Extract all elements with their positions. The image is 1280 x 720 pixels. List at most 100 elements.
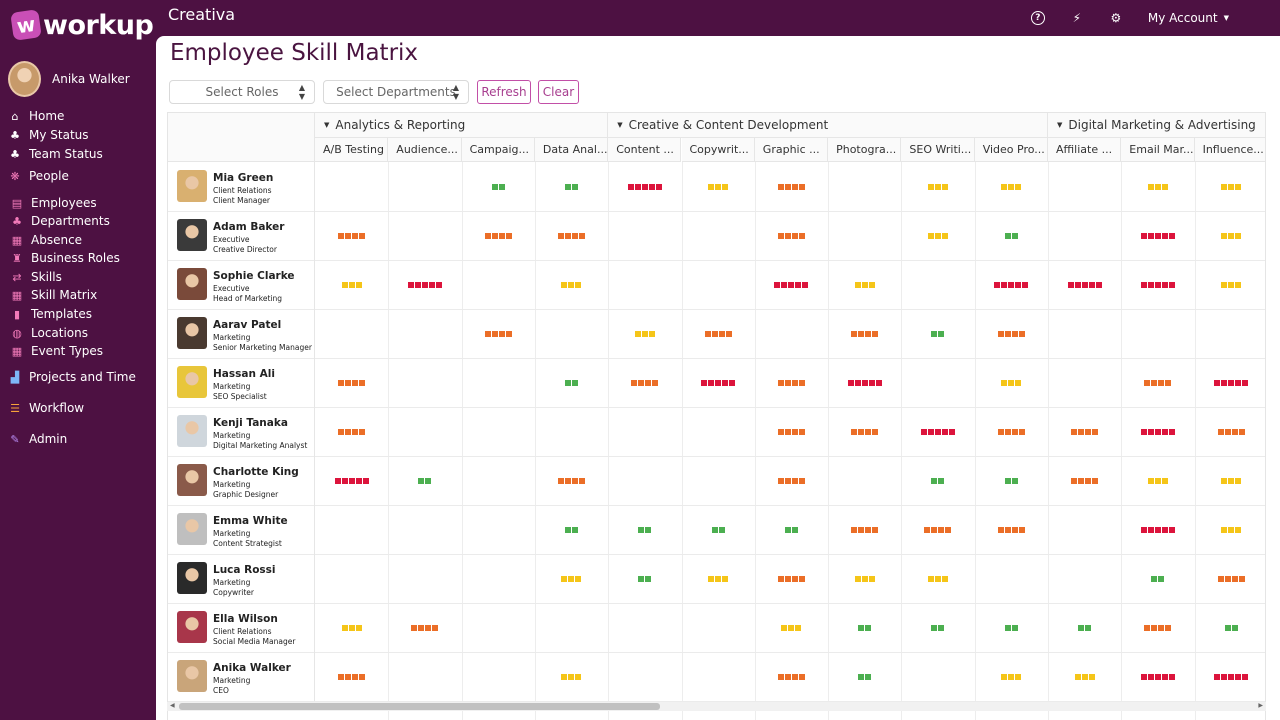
skill-cell[interactable] [1121, 309, 1194, 358]
lightning-icon[interactable]: ⚡ [1072, 11, 1082, 25]
skill-cell[interactable] [1048, 603, 1121, 652]
column-header[interactable]: Copywrit... [681, 138, 755, 162]
scroll-right-icon[interactable]: ▶ [1258, 702, 1263, 709]
skill-cell[interactable] [315, 309, 388, 358]
column-header[interactable]: Data Anal... [534, 138, 609, 162]
column-header[interactable]: Influence... [1194, 138, 1265, 162]
employee-cell[interactable]: Emma White Marketing Content Strategist [168, 505, 315, 554]
sidebar-item-skill-matrix[interactable]: ▦ Skill Matrix [10, 288, 97, 302]
skill-cell[interactable] [535, 505, 608, 554]
group-header-analytics-reporting[interactable]: ▼ Analytics & Reporting [315, 113, 609, 138]
skill-cell[interactable] [901, 358, 974, 407]
skill-cell[interactable] [535, 603, 608, 652]
skill-cell[interactable] [608, 211, 681, 260]
skill-cell[interactable] [388, 603, 461, 652]
employee-cell[interactable]: Aarav Patel Marketing Senior Marketing Man… [168, 309, 315, 358]
employee-cell[interactable]: Luca Rossi Marketing Copywriter [168, 554, 315, 603]
skill-cell[interactable] [975, 309, 1048, 358]
scrollbar-thumb[interactable] [179, 703, 660, 710]
employee-name[interactable]: Anika Walker [213, 662, 291, 674]
skill-cell[interactable] [388, 652, 461, 701]
skill-cell[interactable] [975, 162, 1048, 211]
skill-cell[interactable] [901, 260, 974, 309]
skill-cell[interactable] [828, 456, 901, 505]
skill-cell[interactable] [1048, 407, 1121, 456]
skill-cell[interactable] [1195, 456, 1265, 505]
column-header[interactable]: Graphic ... [754, 138, 829, 162]
skill-cell[interactable] [1121, 211, 1194, 260]
skill-cell[interactable] [901, 603, 974, 652]
employee-name[interactable]: Mia Green [213, 172, 274, 184]
refresh-button[interactable]: Refresh [477, 80, 531, 104]
skill-cell[interactable] [828, 162, 901, 211]
sidebar-item-workflow[interactable]: ☰ Workflow [8, 401, 84, 415]
skill-cell[interactable] [1048, 309, 1121, 358]
skill-cell[interactable] [755, 554, 828, 603]
skill-cell[interactable] [315, 603, 388, 652]
skill-cell[interactable] [682, 652, 755, 701]
skill-cell[interactable] [1195, 358, 1265, 407]
skill-cell[interactable] [901, 505, 974, 554]
employee-name[interactable]: Emma White [213, 515, 288, 527]
skill-cell[interactable] [1195, 603, 1265, 652]
column-header[interactable]: Video Pro... [974, 138, 1048, 162]
help-icon[interactable]: ? [1030, 11, 1045, 25]
skill-cell[interactable] [462, 456, 535, 505]
skill-cell[interactable] [682, 309, 755, 358]
skill-cell[interactable] [608, 162, 681, 211]
skill-cell[interactable] [682, 456, 755, 505]
horizontal-scrollbar[interactable]: ◀ ▶ [167, 702, 1266, 711]
skill-cell[interactable] [682, 407, 755, 456]
skill-cell[interactable] [608, 505, 681, 554]
skill-cell[interactable] [608, 407, 681, 456]
employee-cell[interactable]: Anika Walker Marketing CEO [168, 652, 315, 701]
skill-cell[interactable] [388, 505, 461, 554]
skill-cell[interactable] [828, 211, 901, 260]
skill-cell[interactable] [535, 456, 608, 505]
scroll-left-icon[interactable]: ◀ [170, 702, 175, 709]
column-header[interactable]: Campaig... [461, 138, 535, 162]
skill-cell[interactable] [1048, 162, 1121, 211]
skill-cell[interactable] [755, 162, 828, 211]
skill-cell[interactable] [975, 211, 1048, 260]
collapse-caret-icon[interactable]: ▼ [617, 121, 623, 129]
skill-cell[interactable] [608, 260, 681, 309]
skill-cell[interactable] [755, 309, 828, 358]
skill-cell[interactable] [755, 456, 828, 505]
column-header[interactable]: A/B Testing [315, 138, 389, 162]
gear-icon[interactable]: ⚙ [1110, 11, 1122, 25]
skill-cell[interactable] [1048, 211, 1121, 260]
skill-cell[interactable] [1195, 407, 1265, 456]
skill-cell[interactable] [315, 456, 388, 505]
skill-cell[interactable] [388, 162, 461, 211]
skill-cell[interactable] [828, 554, 901, 603]
skill-cell[interactable] [535, 554, 608, 603]
skill-cell[interactable] [315, 505, 388, 554]
departments-select[interactable]: Select Departments ▲ ▼ [323, 80, 469, 104]
collapse-caret-icon[interactable]: ▼ [324, 121, 330, 129]
skill-cell[interactable] [462, 260, 535, 309]
skill-cell[interactable] [901, 407, 974, 456]
sidebar-item-projects-and-time[interactable]: ▟ Projects and Time [8, 370, 136, 384]
column-header[interactable]: Content ... [608, 138, 682, 162]
skill-cell[interactable] [901, 211, 974, 260]
employee-name[interactable]: Kenji Tanaka [213, 417, 288, 429]
skill-cell[interactable] [388, 211, 461, 260]
skill-cell[interactable] [388, 260, 461, 309]
skill-cell[interactable] [755, 260, 828, 309]
skill-cell[interactable] [1195, 505, 1265, 554]
skill-cell[interactable] [828, 505, 901, 554]
skill-cell[interactable] [608, 456, 681, 505]
employee-name[interactable]: Hassan Ali [213, 368, 275, 380]
sidebar-item-team-status[interactable]: ♣ Team Status [8, 147, 103, 161]
column-header[interactable]: Photogra... [828, 138, 902, 162]
skill-cell[interactable] [828, 260, 901, 309]
skill-cell[interactable] [1121, 505, 1194, 554]
skill-cell[interactable] [901, 554, 974, 603]
employee-cell[interactable]: Sophie Clarke Executive Head of Marketing [168, 260, 315, 309]
skill-cell[interactable] [1195, 652, 1265, 701]
skill-cell[interactable] [975, 652, 1048, 701]
skill-cell[interactable] [1121, 162, 1194, 211]
sidebar-item-my-status[interactable]: ♣ My Status [8, 128, 88, 142]
skill-cell[interactable] [608, 309, 681, 358]
